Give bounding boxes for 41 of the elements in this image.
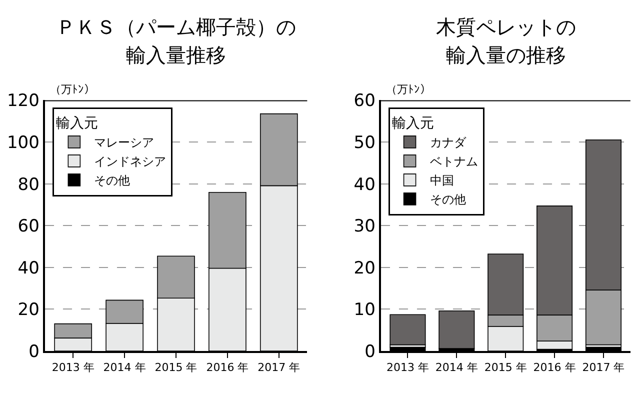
legend-label: マレーシア [94, 136, 154, 150]
y-tick-label: 80 [18, 174, 40, 195]
y-tick-label: 100 [6, 132, 40, 153]
y-tick-label: 20 [354, 258, 376, 278]
legend-label: カナダ [430, 136, 467, 150]
y-tick-label: 40 [354, 174, 376, 195]
y-tick-label: 0 [364, 342, 376, 362]
x-tick-label: 2014 年 [103, 361, 146, 374]
x-tick-label: 2017 年 [258, 361, 300, 374]
chart-subtitle: 輸入量の推移 [446, 43, 566, 67]
legend-title: 輸入元 [56, 115, 98, 132]
x-tick-label: 2013 年 [386, 361, 429, 374]
legend-label: インドネシア [94, 154, 166, 169]
y-tick-label: 120 [6, 91, 40, 112]
y-axis-title: （万ﾄﾝ） [50, 83, 95, 96]
x-tick-label: 2016 年 [206, 361, 249, 374]
x-tick-label: 2017 年 [582, 361, 625, 374]
y-tick-label: 60 [18, 216, 40, 237]
y-tick-label: 20 [18, 300, 40, 320]
legend-label: その他 [430, 192, 466, 207]
y-tick-label: 0 [28, 342, 40, 362]
bar [438, 310, 475, 349]
y-tick-label: 50 [354, 132, 376, 153]
chart-title: ＰＫＳ（パーム椰子殻）の [56, 15, 296, 39]
chart-title: 木質ペレットの [436, 15, 576, 39]
x-tick-label: 2016 年 [533, 361, 576, 374]
y-tick-label: 60 [354, 91, 376, 112]
y-axis-title: （万ﾄﾝ） [386, 83, 431, 96]
legend-title: 輸入元 [392, 115, 434, 132]
x-tick-label: 2015 年 [154, 361, 198, 374]
chart-subtitle: 輸入量推移 [126, 43, 226, 67]
legend-label: その他 [94, 174, 130, 188]
y-tick-label: 40 [18, 258, 40, 278]
x-tick-label: 2013 年 [52, 361, 94, 374]
x-tick-label: 2014 年 [435, 361, 478, 374]
legend-label: 中国 [430, 174, 454, 188]
bar [390, 314, 426, 346]
legend-label: ベトナム [430, 154, 478, 169]
y-tick-label: 10 [354, 300, 376, 320]
y-tick-label: 30 [354, 216, 376, 237]
x-tick-label: 2015 年 [484, 361, 527, 374]
